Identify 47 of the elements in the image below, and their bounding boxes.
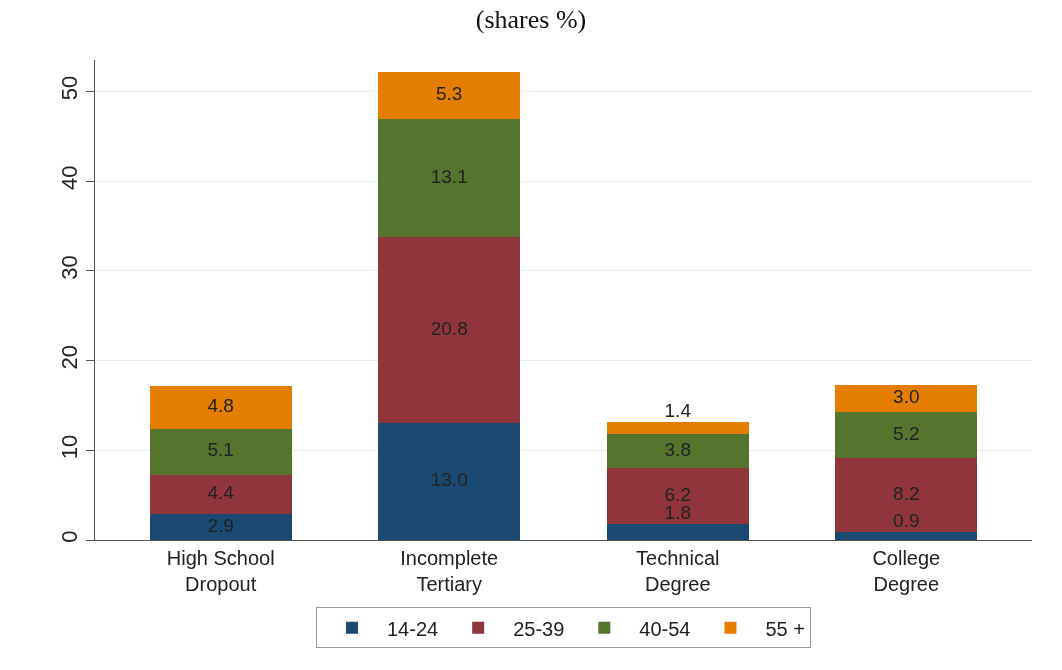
bar bbox=[835, 458, 978, 532]
x-tick-label: College Degree bbox=[872, 547, 941, 595]
y-tick-label: 20 bbox=[57, 345, 83, 370]
bar bbox=[378, 71, 521, 120]
bar bbox=[149, 428, 292, 475]
data-label: 5.3 bbox=[436, 83, 463, 105]
bar bbox=[606, 434, 749, 469]
bar bbox=[378, 119, 521, 237]
data-label: 1.8 bbox=[664, 502, 691, 524]
bar bbox=[835, 411, 978, 459]
bar bbox=[378, 423, 521, 540]
x-tick-label: Incomplete Tertiary bbox=[400, 547, 499, 595]
y-tick-label: 10 bbox=[57, 434, 83, 460]
data-label: 4.8 bbox=[207, 394, 234, 416]
bar bbox=[606, 421, 749, 435]
legend-label: 40-54 bbox=[639, 617, 691, 640]
legend-label: 25-39 bbox=[513, 617, 565, 640]
data-label: 6.2 bbox=[664, 483, 691, 505]
y-tick-label: 50 bbox=[57, 75, 83, 101]
x-tick-label: High School Dropout bbox=[166, 547, 275, 595]
legend-label: 55 + bbox=[765, 617, 805, 640]
data-label: 5.2 bbox=[893, 422, 920, 444]
bar bbox=[149, 474, 292, 514]
data-label: 2.9 bbox=[207, 514, 234, 536]
data-label: 3.8 bbox=[664, 438, 691, 460]
y-tick-label: 0 bbox=[57, 530, 83, 543]
data-label: 13.0 bbox=[430, 469, 468, 491]
data-label: 4.4 bbox=[207, 481, 235, 503]
bar bbox=[606, 468, 749, 524]
chart-title: (shares %) bbox=[475, 5, 587, 35]
data-label: 13.1 bbox=[430, 165, 468, 187]
bar bbox=[378, 236, 521, 424]
bar bbox=[835, 531, 978, 540]
y-tick-label: 40 bbox=[57, 165, 83, 191]
data-label: 3.0 bbox=[893, 385, 920, 407]
data-label: 1.4 bbox=[664, 399, 692, 421]
y-tick-label: 30 bbox=[57, 255, 83, 280]
data-label: 8.2 bbox=[893, 482, 920, 504]
bar bbox=[606, 523, 749, 540]
data-label: 20.8 bbox=[430, 317, 468, 339]
x-tick-label: Technical Degree bbox=[636, 547, 720, 595]
data-label: 5.1 bbox=[207, 439, 234, 461]
data-label: 0.9 bbox=[893, 510, 920, 532]
bar bbox=[149, 513, 292, 540]
bar bbox=[835, 384, 978, 412]
legend-label: 14-24 bbox=[387, 617, 439, 640]
bar bbox=[149, 385, 292, 429]
